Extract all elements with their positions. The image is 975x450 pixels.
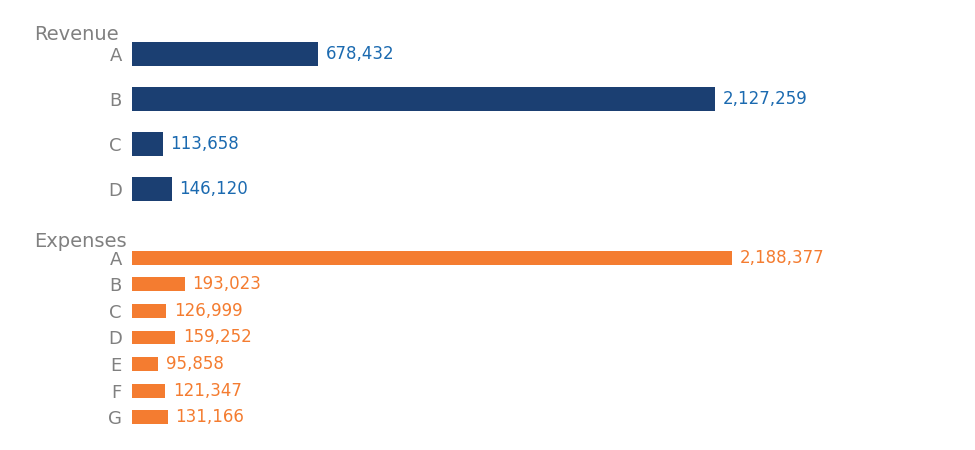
- Bar: [132, 304, 167, 318]
- Bar: [132, 357, 158, 371]
- Text: 2,188,377: 2,188,377: [739, 249, 824, 267]
- Bar: [132, 384, 165, 398]
- Text: 678,432: 678,432: [326, 45, 394, 63]
- Bar: [132, 410, 168, 424]
- Bar: [132, 251, 731, 265]
- Text: 146,120: 146,120: [179, 180, 249, 198]
- Bar: [132, 331, 176, 344]
- Bar: [132, 177, 172, 201]
- Text: 159,252: 159,252: [183, 328, 252, 346]
- Text: Expenses: Expenses: [34, 232, 127, 251]
- Bar: [132, 132, 163, 156]
- Text: Revenue: Revenue: [34, 25, 119, 44]
- Text: 2,127,259: 2,127,259: [722, 90, 807, 108]
- Text: 95,858: 95,858: [166, 355, 223, 373]
- Bar: [132, 87, 715, 111]
- Bar: [132, 42, 318, 66]
- Text: 113,658: 113,658: [171, 135, 239, 153]
- Text: 126,999: 126,999: [175, 302, 243, 320]
- Text: 193,023: 193,023: [192, 275, 261, 293]
- Text: 131,166: 131,166: [176, 408, 245, 426]
- Text: 121,347: 121,347: [173, 382, 242, 400]
- Bar: [132, 277, 184, 291]
